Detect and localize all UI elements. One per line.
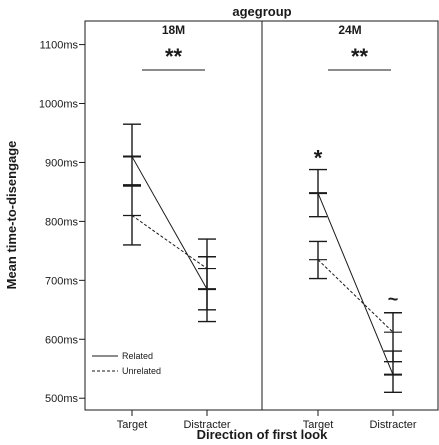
legend-label: Unrelated [122, 366, 161, 376]
series-line [317, 259, 394, 333]
series-line [131, 215, 208, 269]
y-tick-label: 1000ms [39, 99, 79, 111]
panel-title: 18M [162, 23, 185, 37]
y-tick-label: 700ms [45, 275, 79, 287]
y-axis-title: Mean time-to-disengage [4, 141, 19, 290]
legend-label: Related [122, 351, 153, 361]
annotation-mark: ~ [388, 289, 399, 309]
x-tick-label: Target [117, 419, 148, 431]
x-tick-label: Target [303, 419, 334, 431]
annotation-mark: * [314, 146, 323, 171]
facet-title: agegroup [232, 4, 291, 19]
y-tick-label: 900ms [45, 157, 79, 169]
x-tick-label: Distracter [183, 419, 230, 431]
y-tick-label: 500ms [45, 393, 79, 405]
series-line [317, 192, 394, 375]
y-tick-label: 1100ms [40, 40, 79, 52]
y-tick-label: 600ms [45, 334, 79, 346]
x-axis-title: Direction of first look [197, 427, 329, 442]
significance-label: ** [351, 44, 369, 69]
plot-area: 500ms 600ms 700ms 800ms 900ms 1000ms 1100ms 18M… [39, 20, 439, 431]
panel-title: 24M [338, 23, 361, 37]
x-tick-label: Distracter [369, 419, 416, 431]
series-line [131, 156, 208, 290]
y-tick-label: 800ms [45, 216, 79, 228]
significance-label: ** [165, 44, 183, 69]
